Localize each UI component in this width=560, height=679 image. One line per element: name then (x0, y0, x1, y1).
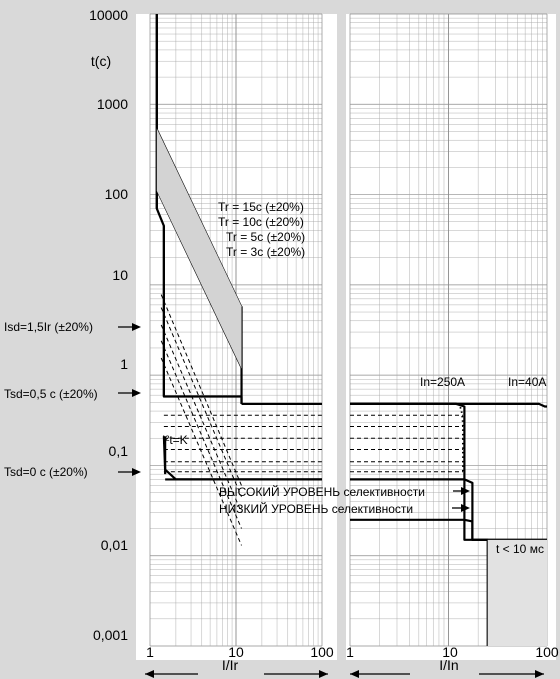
left-series-3 (156, 190, 242, 369)
low-selectivity-label: НИЗКИЙ УРОВЕНЬ селективности (219, 501, 413, 516)
tr-15-label: Tr = 15c (±20%) (218, 200, 304, 214)
t-lt-10ms-label: t < 10 мс (496, 542, 544, 556)
left-x-tick-100: 100 (310, 644, 334, 660)
in-250-label: In=250A (420, 375, 465, 389)
tsd-0-arrowhead (132, 468, 141, 476)
in-40-label: In=40A (508, 375, 546, 389)
right-axis-arrowhead-left (350, 670, 359, 678)
long-time-band (156, 128, 242, 369)
tr-5-label: Tr = 5c (±20%) (226, 230, 305, 244)
y-tick-0-01: 0,01 (101, 537, 128, 553)
shaded-regions (156, 128, 547, 646)
y-tick-100: 100 (105, 186, 129, 202)
left-x-tick-1: 1 (146, 644, 154, 660)
y-tick-0-1: 0,1 (109, 443, 129, 459)
y-tick-0-001: 0,001 (93, 627, 128, 643)
tsd-0-label: Tsd=0 c (±20%) (4, 465, 88, 479)
y-tick-10: 10 (112, 267, 128, 283)
left-axis-label: I/Ir (222, 657, 239, 673)
left-axis-arrowhead-right (319, 670, 328, 678)
y-tick-1000: 1000 (97, 96, 128, 112)
right-x-tick-10: 10 (442, 644, 458, 660)
tsd-05-arrowhead (132, 389, 141, 397)
left-series-8 (160, 324, 242, 513)
right-axis-arrowhead-right (535, 670, 544, 678)
high-selectivity-arrowhead (461, 487, 470, 495)
i2t-label: I²t=K (162, 433, 188, 447)
right-series-3 (350, 518, 547, 541)
left-series-10 (160, 357, 242, 546)
right-axis-label: I/In (439, 657, 458, 673)
tsd-05-label: Tsd=0,5 c (±20%) (4, 387, 98, 401)
y-axis-labels: 10000 t(c) 1000 100 10 1 0,1 0,01 0,001 (89, 7, 128, 643)
left-series-9 (160, 340, 242, 529)
right-curves (350, 402, 547, 646)
isd-label: Isd=1,5Ir (±20%) (4, 320, 93, 334)
annotations: Tr = 15c (±20%) Tr = 10c (±20%) Tr = 5c … (4, 200, 546, 556)
y-axis-unit: t(c) (91, 53, 111, 69)
tr-3-label: Tr = 3c (±20%) (226, 245, 305, 259)
y-tick-10000: 10000 (89, 7, 128, 23)
instantaneous-zone (487, 539, 547, 646)
left-grid (149, 13, 323, 647)
isd-arrowhead (132, 323, 141, 331)
bottom-axis-arrows: I/Ir I/In (145, 657, 544, 678)
right-x-axis-labels: 1 10 100 (346, 644, 559, 660)
right-x-tick-100: 100 (535, 644, 559, 660)
right-x-tick-1: 1 (346, 644, 354, 660)
left-x-axis-labels: 1 10 100 (146, 644, 334, 660)
low-selectivity-arrowhead (461, 504, 470, 512)
high-selectivity-label: ВЫСОКИЙ УРОВЕНЬ селективности (219, 484, 425, 499)
left-x-tick-10: 10 (228, 644, 244, 660)
left-series-7 (160, 307, 242, 497)
right-series-1 (350, 402, 547, 408)
tr-10-label: Tr = 10c (±20%) (218, 215, 304, 229)
left-axis-arrowhead-left (145, 670, 154, 678)
right-dotted-transition (456, 403, 464, 472)
y-tick-1: 1 (120, 356, 128, 372)
